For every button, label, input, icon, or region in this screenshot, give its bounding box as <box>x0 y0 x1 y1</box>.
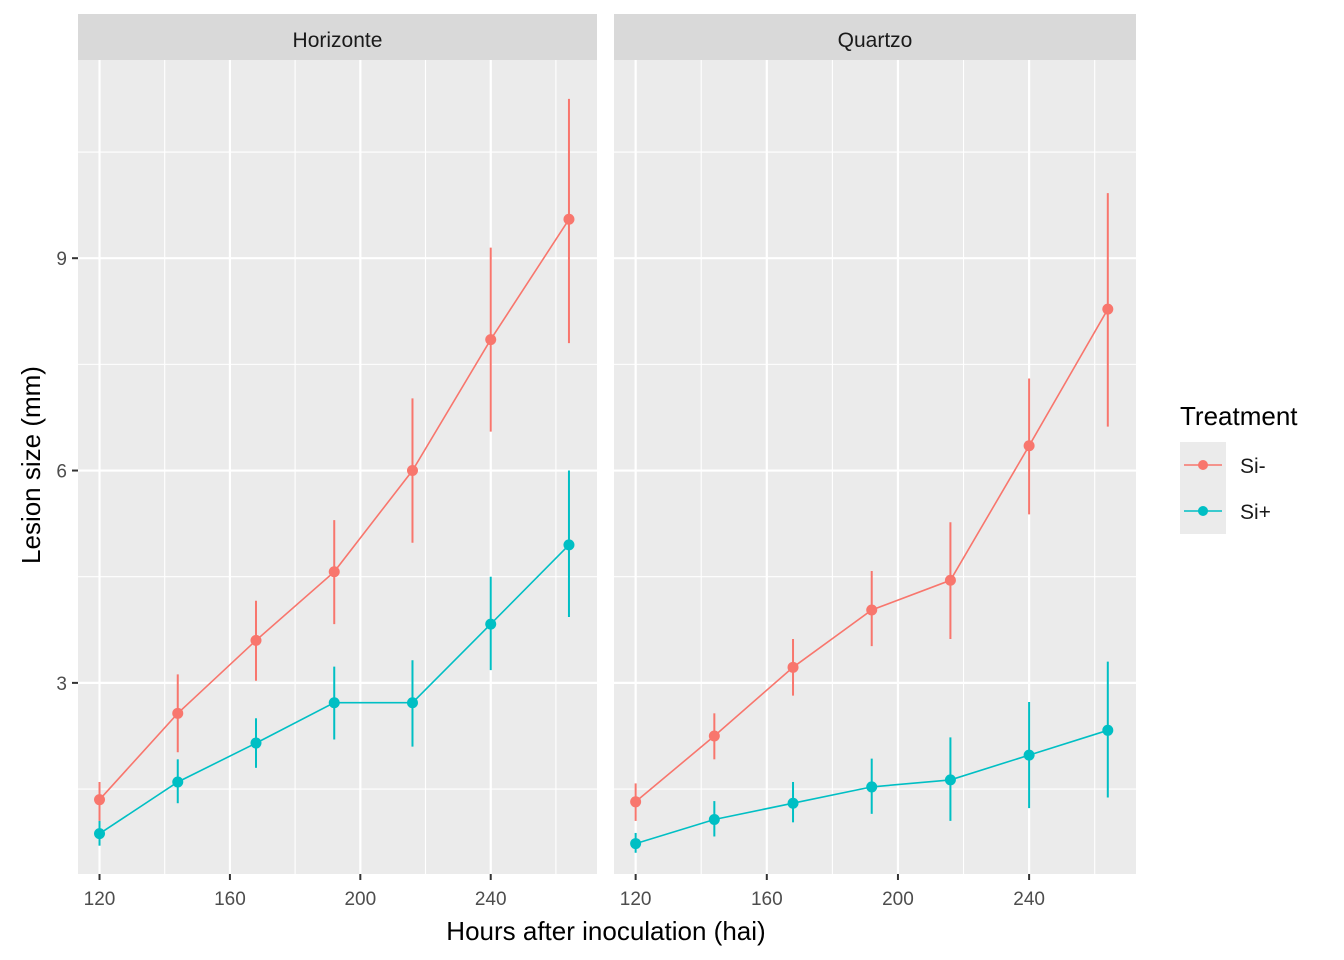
data-point <box>1102 724 1114 736</box>
y-axis-title: Lesion size (mm) <box>16 366 46 564</box>
data-point <box>630 838 642 850</box>
data-point <box>172 776 184 788</box>
data-point <box>708 730 720 742</box>
series-si-plus-quartzo <box>630 661 1114 853</box>
data-point <box>866 604 878 616</box>
panel-strip-horizonte <box>78 14 597 60</box>
y-tick-label: 3 <box>56 674 67 695</box>
x-axis-title: Hours after inoculation (hai) <box>446 916 765 946</box>
data-point <box>563 539 575 551</box>
x-tick-label: 160 <box>214 889 246 910</box>
y-tick-label: 6 <box>56 462 67 483</box>
series-si-minus-horizonte <box>94 98 575 821</box>
data-point <box>328 566 340 578</box>
x-tick-label: 120 <box>620 889 652 910</box>
x-tick-label: 240 <box>475 889 507 910</box>
data-point <box>485 334 497 346</box>
panel-strip-quartzo <box>614 14 1136 60</box>
data-point <box>406 697 418 709</box>
x-tick-label: 200 <box>882 889 914 910</box>
data-point <box>250 634 262 646</box>
data-point <box>787 797 799 809</box>
panel-background-quartzo <box>614 60 1136 874</box>
panel-horizonte: Horizonte 120 160 200 240 3 6 9 <box>56 14 597 910</box>
legend: Treatment Si- Si+ <box>1180 401 1298 534</box>
legend-title: Treatment <box>1180 401 1298 431</box>
data-point <box>1023 749 1035 761</box>
data-point <box>485 618 497 630</box>
series-si-plus-horizonte <box>94 470 575 846</box>
data-point <box>250 737 262 749</box>
data-point <box>328 697 340 709</box>
data-point <box>708 813 720 825</box>
panel-quartzo: Quartzo 120 160 200 240 <box>614 14 1136 910</box>
panel-title-quartzo: Quartzo <box>838 29 913 52</box>
data-point <box>172 707 184 719</box>
y-tick-label: 9 <box>56 249 67 270</box>
data-point <box>944 574 956 586</box>
panel-background-horizonte <box>78 60 597 874</box>
legend-key-point-si-minus <box>1198 460 1208 470</box>
x-tick-label: 160 <box>751 889 783 910</box>
data-point <box>406 465 418 477</box>
x-tick-label: 200 <box>344 889 376 910</box>
panel-title-horizonte: Horizonte <box>293 29 383 52</box>
legend-key-point-si-plus <box>1198 506 1208 516</box>
panels: Horizonte 120 160 200 240 3 6 9 Quartzo 120 160 200… <box>56 14 1136 910</box>
data-point <box>94 828 106 840</box>
data-point <box>563 213 575 225</box>
series-si-minus-quartzo <box>630 193 1114 821</box>
data-point <box>866 781 878 793</box>
data-point <box>787 661 799 673</box>
data-point <box>630 796 642 808</box>
data-point <box>1102 303 1114 315</box>
data-point <box>1023 440 1035 452</box>
data-point <box>94 794 106 806</box>
x-tick-label: 240 <box>1013 889 1045 910</box>
legend-label-si-minus: Si- <box>1240 455 1266 478</box>
x-tick-label: 120 <box>84 889 116 910</box>
data-point <box>944 774 956 786</box>
legend-label-si-plus: Si+ <box>1240 501 1271 524</box>
